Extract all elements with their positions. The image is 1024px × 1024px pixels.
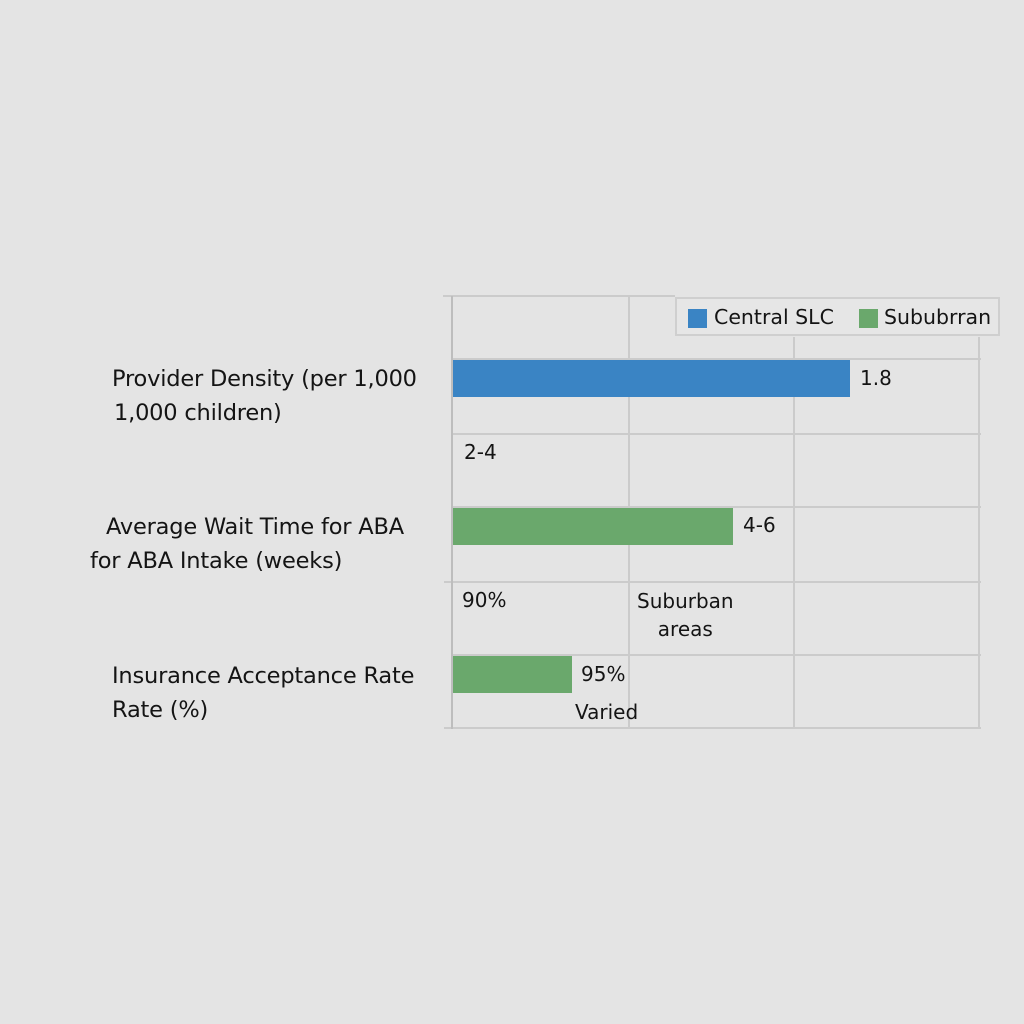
legend: Central SLC Sububrran [675, 297, 1000, 336]
bar-value-label: 95% [581, 662, 626, 686]
annotation-label: Suburban areas [637, 589, 734, 641]
bar-value-label: 1.8 [860, 366, 892, 390]
annotation-label: Varied [575, 700, 639, 724]
gridline [452, 433, 981, 435]
bar-central-slc-provider-density [453, 360, 850, 397]
legend-swatch-central-slc [688, 309, 707, 328]
gridline [452, 358, 981, 360]
annotation-label: 2-4 [464, 440, 497, 464]
y-axis [451, 296, 453, 729]
gridline [452, 506, 981, 508]
gridline [444, 581, 981, 583]
legend-label-central-slc: Central SLC [714, 305, 834, 329]
category-label-wait-time: Average Wait Time for ABA for ABA Intake… [90, 514, 404, 574]
annotation-label: 90% [462, 588, 507, 612]
bar-value-label: 4-6 [743, 513, 776, 537]
gridline [452, 654, 981, 656]
gridline-bottom [444, 727, 981, 729]
legend-label-suburban: Sububrran [884, 305, 992, 329]
gridline [793, 337, 795, 729]
gridline-right [978, 337, 980, 729]
legend-swatch-suburban [859, 309, 878, 328]
bar-suburban-wait-time [453, 508, 733, 545]
gridline-top [443, 295, 675, 297]
category-label-provider-density: Provider Density (per 1,000 1,000 childr… [112, 366, 417, 426]
bar-suburban-insurance-rate [453, 656, 572, 693]
category-label-insurance-rate: Insurance Acceptance Rate Rate (%) [112, 663, 415, 723]
